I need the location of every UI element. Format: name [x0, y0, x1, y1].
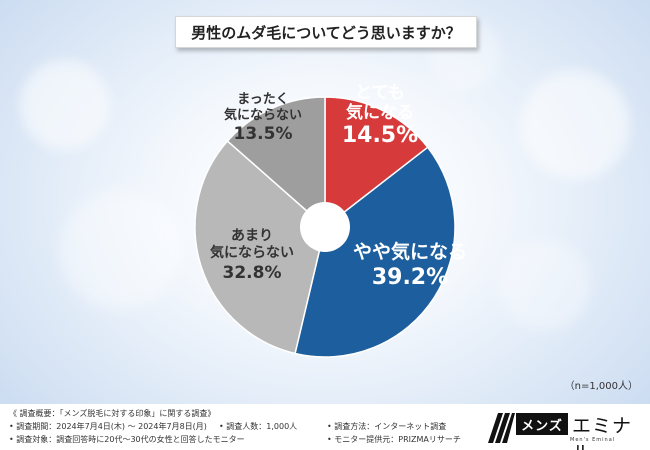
sample-size-note: （n=1,000人） [564, 381, 638, 392]
bokeh-light [20, 60, 110, 150]
pie-slice [226, 96, 326, 229]
logo-sub-text: Men's Eminal [570, 437, 616, 443]
logo-box-text: メンズ [516, 413, 568, 435]
slice-value-label: 14.5% [342, 123, 418, 148]
survey-summary: 《 調査概要：「メンズ脱毛に対する印象」に関する調査》 • 調査期間：2024年… [9, 407, 479, 446]
survey-heading: 《 調査概要：「メンズ脱毛に対する印象」に関する調査》 [9, 409, 216, 418]
slice-label: とても [355, 83, 405, 103]
slice-value-label: 39.2% [372, 265, 448, 290]
slice-label: あまり [231, 228, 273, 244]
slice-label: 気になる [345, 102, 414, 123]
survey-period: • 調査期間：2024年7月4日(木) ～ 2024年7月8日(月) [9, 422, 207, 431]
footer: 《 調査概要：「メンズ脱毛に対する印象」に関する調査》 • 調査期間：2024年… [0, 404, 650, 450]
brand-logo: メンズ エミナル Men's Eminal [486, 411, 642, 450]
logo-stripes-icon [488, 413, 515, 443]
survey-provider: • モニター提供元：PRIZMAリサーチ [327, 435, 461, 444]
donut-hole [300, 202, 350, 252]
slice-label: 気にならない [224, 107, 302, 123]
survey-method: • 調査方法：インターネット調査 [327, 422, 447, 431]
slice-label: まったく [237, 92, 288, 107]
survey-row: • 調査対象：調査回答時に20代～30代の女性と回答したモニター • モニター提… [9, 433, 479, 446]
slice-label: 気にならない [210, 244, 294, 261]
pie-slice [194, 139, 326, 355]
bokeh-light [60, 190, 180, 310]
bokeh-light [520, 70, 630, 180]
pie-slice [294, 146, 456, 358]
slice-value-label: 32.8% [223, 263, 282, 283]
survey-target: • 調査対象：調査回答時に20代～30代の女性と回答したモニター [9, 435, 245, 444]
slice-label: やや気になる [353, 240, 467, 263]
slice-value-label: 13.5% [234, 124, 293, 144]
survey-row: • 調査期間：2024年7月4日(木) ～ 2024年7月8日(月) • 調査人… [9, 420, 479, 433]
logo-main-text: エミナル [572, 415, 633, 450]
bokeh-light [500, 240, 590, 330]
chart-title: 男性のムダ毛についてどう思いますか？ [175, 16, 477, 48]
survey-count: • 調査人数：1,000人 [219, 422, 298, 431]
pie-slice [324, 96, 429, 229]
